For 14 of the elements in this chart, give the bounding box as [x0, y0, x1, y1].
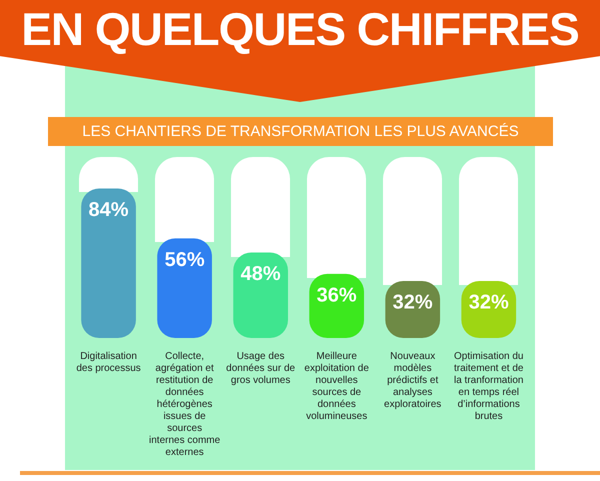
x-tick-label: Digitalisation des processus: [76, 350, 141, 374]
data-label: 56%: [164, 248, 205, 271]
x-tick-label: Usage des données sur de gros volumes: [226, 350, 296, 386]
category-label: Collecte, agrégation et restitution de données hétérogènes issues de sources internes comme externes: [149, 350, 220, 458]
x-tick-label: Nouveaux modèles prédictifs et analyses exploratoires: [384, 350, 442, 410]
data-label: 32%: [468, 292, 509, 314]
data-label: 84%: [88, 198, 129, 221]
chart-title: EN QUELQUES CHIFFRES: [20, 2, 580, 56]
x-tick-label: Optimisation du traitement et de la tranformation en temps réel d’informations brutes: [454, 350, 524, 422]
x-tick-label: Meilleure exploitation de nouvelles sources de données volumineuses: [304, 350, 370, 422]
data-label: 48%: [240, 263, 281, 286]
data-label: 36%: [316, 284, 357, 306]
data-label: 32%: [392, 292, 433, 314]
chart-subtitle: LES CHANTIERS DE TRANSFORMATION LES PLUS AVANCÉS: [48, 117, 553, 146]
